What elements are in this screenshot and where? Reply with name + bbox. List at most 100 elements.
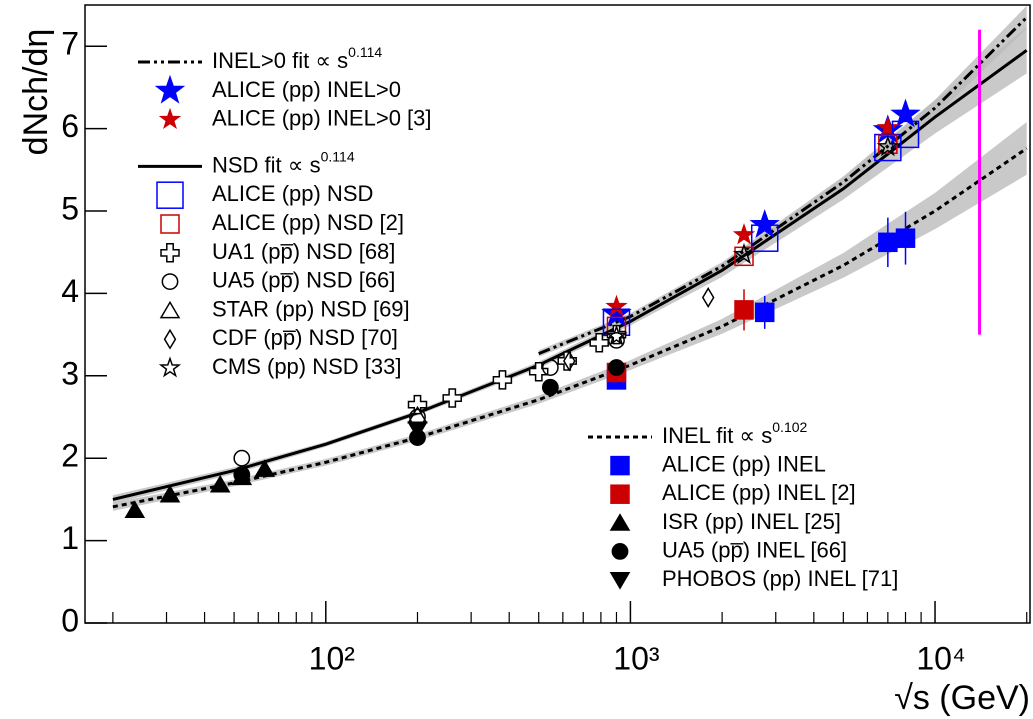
legend-marker	[156, 181, 184, 209]
data-point	[750, 224, 779, 252]
legend-label: ALICE (pp) INEL	[662, 451, 826, 476]
legend-label: UA5 (pp̅) NSD [66]	[212, 267, 395, 292]
legend-marker	[158, 356, 182, 378]
data-point	[732, 223, 756, 245]
legend-name: CMS (pp) NSD [33]	[212, 354, 402, 379]
legend-label: CDF (pp̅) NSD [70]	[212, 325, 398, 350]
data-point	[407, 421, 428, 439]
legend-name: INEL fit ∝ s	[662, 423, 772, 448]
legend-name: UA5 (pp̅) NSD [66]	[212, 267, 395, 292]
legend-name: STAR (pp) NSD [69]	[212, 296, 410, 321]
legend-marker	[163, 328, 177, 350]
legend-name: NSD fit ∝ s	[212, 152, 321, 177]
legend-marker	[611, 543, 629, 560]
data-point	[606, 324, 627, 345]
legend-label: STAR (pp) NSD [69]	[212, 296, 410, 321]
data-point	[732, 242, 756, 265]
legend-name: ALICE (pp) NSD [2]	[212, 210, 404, 235]
legend-marker	[609, 572, 631, 590]
legend-label: ALICE (pp) NSD [2]	[212, 210, 404, 235]
data-point	[605, 294, 628, 317]
data-point	[895, 228, 916, 248]
y-tick-label: 1	[61, 520, 79, 556]
legend-marker	[161, 273, 179, 291]
plot-frame	[84, 4, 1031, 624]
legend-marker	[158, 107, 182, 130]
x-tick-label: 10⁴	[916, 640, 965, 676]
legend-label: INEL fit ∝ s0.102	[662, 419, 808, 448]
data-point	[589, 333, 609, 353]
legend-name: ISR (pp) INEL [25]	[662, 509, 841, 534]
data-point	[233, 466, 251, 484]
data-point	[233, 449, 251, 467]
data-point	[608, 359, 625, 376]
data-point	[891, 120, 920, 149]
legend-label: PHOBOS (pp) INEL [71]	[662, 566, 898, 591]
plot-area	[112, 5, 1028, 519]
legend-label: ALICE (pp) INEL>0 [3]	[212, 105, 432, 130]
legend-marker	[160, 214, 180, 234]
data-point	[159, 484, 181, 503]
data-point	[442, 388, 462, 408]
data-point	[541, 359, 559, 376]
fit-line	[538, 16, 1028, 355]
x-axis-label: √s (GeV)	[894, 679, 1030, 717]
data-point	[890, 98, 921, 128]
legend-label: ALICE (pp) NSD	[212, 181, 373, 206]
legend-label: ALICE (pp) INEL>0	[212, 77, 401, 102]
legend-name: ALICE (pp) INEL>0 [3]	[212, 105, 432, 130]
x-tick-label: 10²	[309, 640, 356, 676]
legend-name: UA5 (pp̅) INEL [66]	[662, 537, 847, 562]
data-point	[876, 135, 899, 157]
legend-name: ALICE (pp) NSD	[212, 181, 373, 206]
legend-name: ALICE (pp) INEL [2]	[662, 480, 856, 505]
legend-label: INEL>0 fit ∝ s0.114	[212, 44, 382, 73]
legend-name: ALICE (pp) INEL>0	[212, 77, 401, 102]
data-point	[605, 324, 628, 346]
y-tick-label: 4	[61, 273, 79, 309]
data-point	[254, 459, 276, 477]
legend-label: ISR (pp) INEL [25]	[662, 509, 841, 534]
data-point	[563, 350, 576, 372]
data-point	[749, 209, 780, 238]
legend-marker	[159, 300, 181, 319]
data-point	[209, 475, 231, 493]
data-point	[608, 331, 625, 349]
data-point	[492, 370, 513, 390]
data-point	[754, 302, 775, 323]
legend-name: PHOBOS (pp) INEL [71]	[662, 566, 898, 591]
fit-line	[112, 147, 1028, 509]
legend-marker	[160, 243, 180, 263]
data-point	[124, 500, 146, 519]
data-point	[701, 287, 715, 308]
legend-label: UA1 (pp̅) NSD [68]	[212, 239, 395, 264]
legend-name: UA1 (pp̅) NSD [68]	[212, 239, 395, 264]
y-tick-label: 6	[61, 108, 79, 144]
legend-exponent: 0.102	[772, 419, 807, 435]
x-tick-label: 10³	[613, 640, 660, 676]
legend-marker	[609, 513, 631, 531]
data-point	[734, 300, 754, 320]
y-axis-label: dNch/dη	[17, 29, 55, 156]
legend-exponent: 0.114	[321, 148, 355, 164]
y-tick-label: 7	[61, 26, 79, 62]
legend-label: UA5 (pp̅) INEL [66]	[662, 537, 847, 562]
legend-name: CDF (pp̅) NSD [70]	[212, 325, 398, 350]
legend-exponent: 0.114	[348, 44, 382, 60]
y-tick-label: 3	[61, 355, 79, 391]
legend-label: ALICE (pp) INEL [2]	[662, 480, 856, 505]
legend-label: CMS (pp) NSD [33]	[212, 354, 402, 379]
y-tick-label: 2	[61, 438, 79, 474]
data-point	[557, 351, 577, 371]
data-point	[878, 232, 898, 253]
legend-name: INEL>0 fit ∝ s	[212, 48, 348, 73]
y-tick-label: 5	[61, 190, 79, 226]
data-point	[528, 361, 549, 382]
legend-label: NSD fit ∝ s0.114	[212, 148, 355, 177]
legend-marker	[154, 74, 186, 104]
legend-marker	[610, 484, 630, 504]
legend-name: ALICE (pp) INEL	[662, 451, 826, 476]
legend-marker	[610, 455, 630, 476]
data-point	[541, 378, 559, 396]
